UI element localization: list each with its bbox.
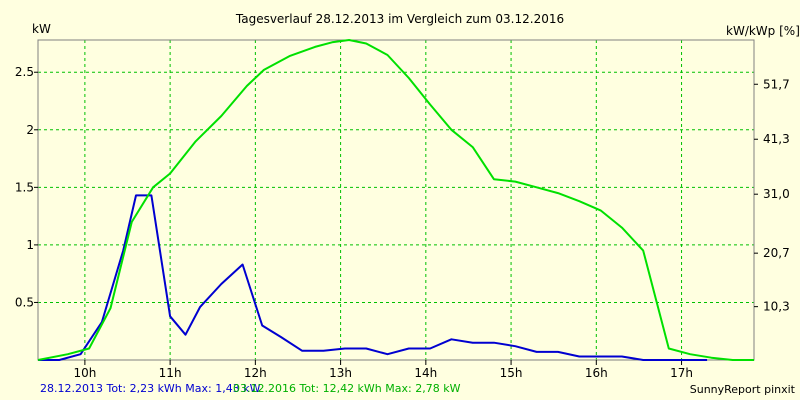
y-tick-label-left: 1.5 [15,180,34,194]
series-line-03-12-2016 [37,39,754,361]
x-tick-label: 13h [329,366,352,380]
y-axis-label-right: kW/kWp [%] [726,24,800,38]
x-tick-label: 15h [500,366,523,380]
x-tick-label: 12h [244,366,267,380]
y-tick-label-left: 0.5 [15,295,34,309]
credit-text: SunnyReport pinxit [690,383,796,396]
legend-entry-03-12-2016: 03.12.2016 Tot: 12,42 kWh Max: 2,78 kW [233,382,461,395]
y-tick-label-right: 10,3 [763,300,790,314]
x-tick-label: 10h [73,366,96,380]
chart-title: Tagesverlauf 28.12.2013 im Vergleich zum… [235,12,564,26]
y-tick-label-left: 2 [26,123,34,137]
y-tick-label-right: 41,3 [763,132,790,146]
y-tick-label-right: 51,7 [763,77,790,91]
x-tick-label: 11h [159,366,182,380]
plot-area [37,39,755,361]
x-tick-label: 14h [414,366,437,380]
x-tick-label: 17h [670,366,693,380]
y-tick-label-right: 31,0 [763,187,790,201]
y-tick-label-left: 2.5 [15,65,34,79]
series-lines [37,39,754,361]
y-axis-label-left: kW [32,22,51,36]
tick-labels: 10h 11h 12h 13h 14h 15h 16h 17h 0.5 1 1.5 2 2.5 10,3 2… [15,65,790,380]
y-tick-label-right: 20,7 [763,246,790,260]
x-tick-label: 16h [585,366,608,380]
series-line-28-12-2013 [38,194,708,361]
tick-marks [34,71,758,365]
y-tick-label-left: 1 [26,238,34,252]
legend-entry-28-12-2013: 28.12.2013 Tot: 2,23 kWh Max: 1,43 kW [40,382,261,395]
